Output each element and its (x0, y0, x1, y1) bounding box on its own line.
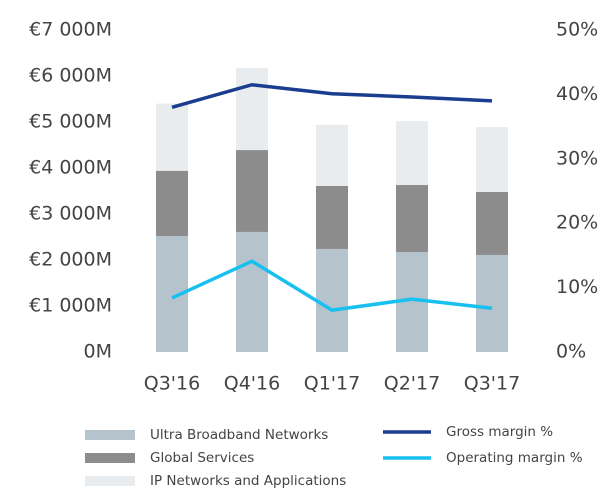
bar-segment (236, 231, 268, 352)
x-tick-label: Q2'17 (384, 373, 440, 395)
y-tick-label: €6 000M (29, 65, 112, 87)
bar-segment (236, 68, 268, 151)
bar-segment (476, 254, 508, 352)
legend-swatch (85, 476, 135, 486)
x-tick-label: Q1'17 (304, 373, 360, 395)
bar-segment (156, 170, 188, 237)
x-tick-label: Q3'16 (144, 373, 200, 395)
y2-tick-label: 10% (556, 276, 598, 298)
bar-segment (396, 185, 428, 253)
y-tick-label: €1 000M (29, 295, 112, 317)
x-tick-label: Q4'16 (224, 373, 280, 395)
bar-segment (476, 127, 508, 192)
legend-label: IP Networks and Applications (150, 473, 346, 489)
bar-segment (316, 248, 348, 352)
x-tick-label: Q3'17 (464, 373, 520, 395)
line-series (171, 82, 493, 109)
y-tick-label: €4 000M (29, 157, 112, 179)
legend-label: Operating margin % (446, 450, 583, 466)
y-tick-label: €2 000M (29, 249, 112, 271)
y-tick-label: €7 000M (29, 19, 112, 41)
legend-label: Gross margin % (446, 424, 553, 440)
y-tick-label: €3 000M (29, 203, 112, 225)
y2-tick-label: 30% (556, 147, 598, 169)
legend-swatch (85, 430, 135, 440)
y2-tick-label: 50% (556, 19, 598, 41)
y2-tick-label: 0% (556, 341, 586, 363)
y2-tick-label: 40% (556, 83, 598, 105)
bar-segment (236, 150, 268, 232)
y-tick-label: 0M (84, 341, 112, 363)
bar-segment (396, 121, 428, 186)
legend-label: Ultra Broadband Networks (150, 427, 328, 443)
y2-tick-label: 20% (556, 212, 598, 234)
bar-segment (316, 185, 348, 249)
bar-segment (316, 124, 348, 186)
legend-label: Global Services (150, 450, 254, 466)
y-tick-label: €5 000M (29, 111, 112, 133)
line-series (171, 259, 493, 312)
bar-segment (476, 191, 508, 255)
bar-segment (156, 103, 188, 171)
legend-swatch (85, 453, 135, 463)
